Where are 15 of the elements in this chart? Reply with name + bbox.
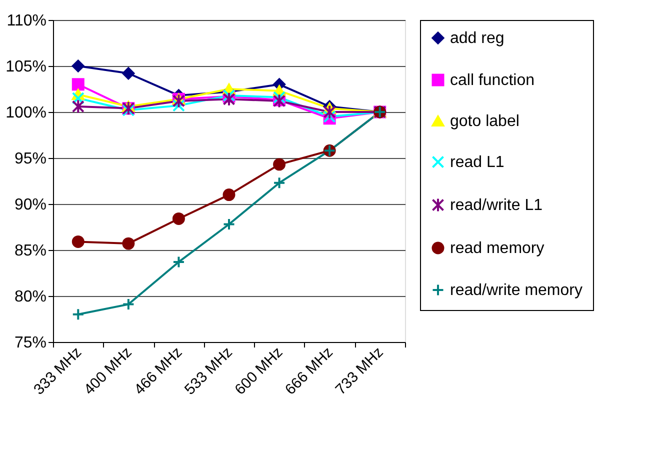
y-tick-label: 95%	[14, 150, 46, 168]
legend-label: goto label	[450, 113, 520, 130]
legend-label: call function	[450, 72, 534, 89]
legend-label: add reg	[450, 30, 504, 47]
y-tick-label: 80%	[14, 288, 46, 306]
legend-label: read/write memory	[450, 282, 582, 299]
y-tick-label: 90%	[14, 196, 46, 214]
legend-label: read memory	[450, 240, 544, 257]
y-tick-label: 100%	[6, 104, 46, 122]
y-tick-label: 75%	[14, 334, 46, 352]
legend-label: read/write L1	[450, 197, 543, 214]
y-tick-label: 110%	[6, 12, 46, 30]
y-tick-label: 105%	[6, 58, 46, 76]
legend-label: read L1	[450, 154, 504, 171]
y-tick-label: 85%	[14, 242, 46, 260]
